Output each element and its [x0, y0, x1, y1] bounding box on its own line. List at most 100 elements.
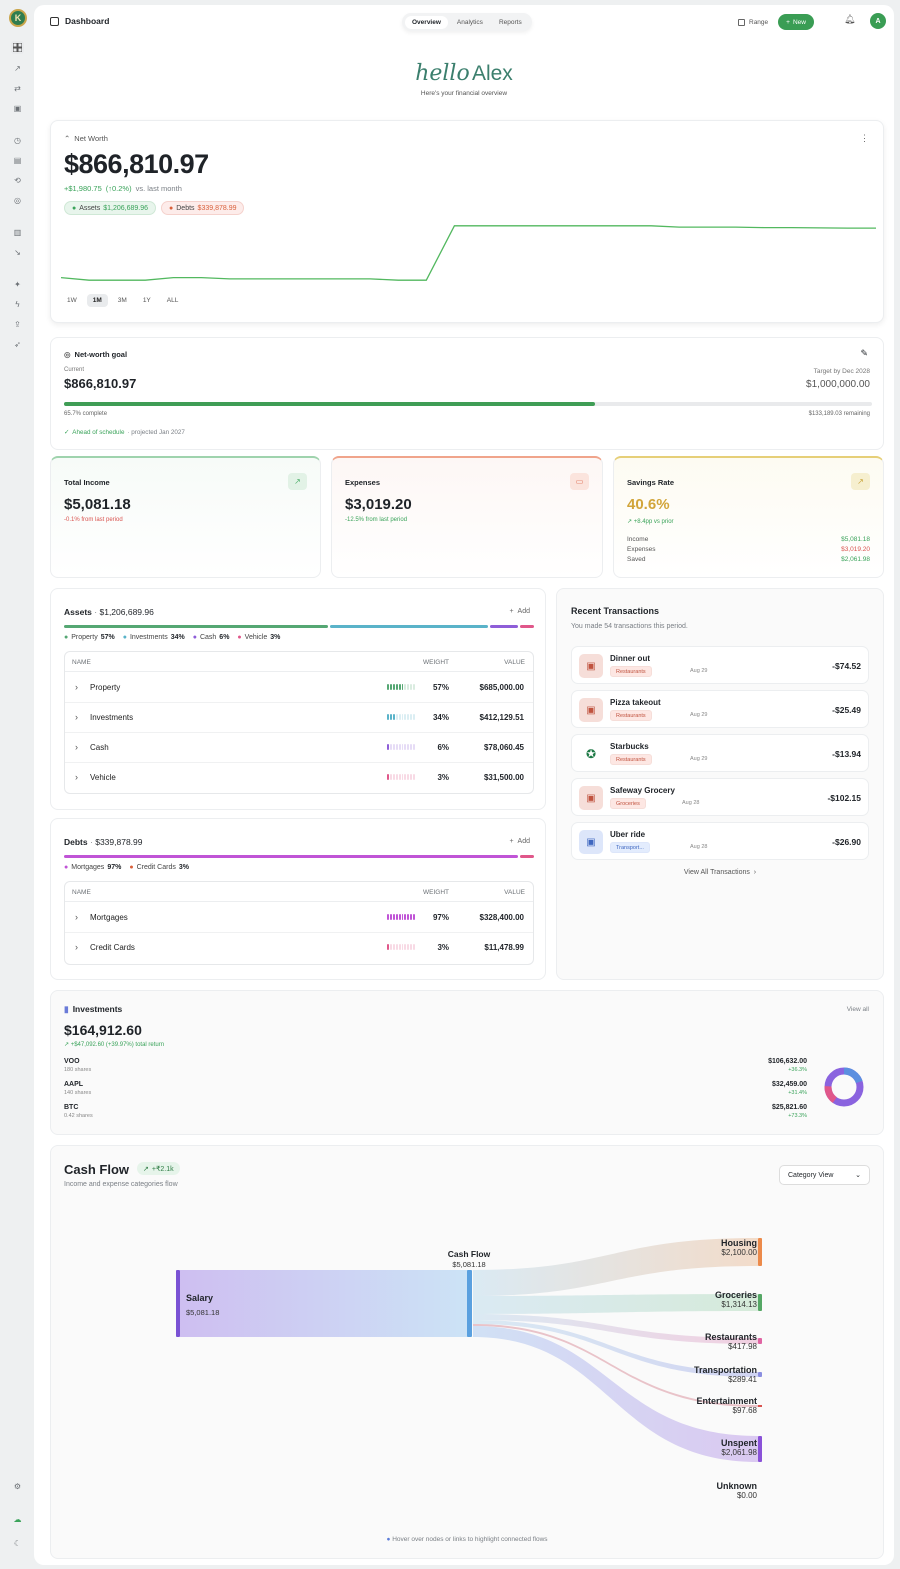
tab-analytics[interactable]: Analytics	[456, 18, 483, 26]
node-groceries[interactable]	[758, 1294, 762, 1311]
table-row[interactable]: › Investments 34% $412,129.51	[65, 703, 533, 733]
range-all[interactable]: ALL	[166, 297, 179, 304]
debts-header: Debts · $339,878.99	[64, 837, 143, 847]
range-button[interactable]: Range	[732, 18, 774, 26]
transaction-item[interactable]: ▣ Dinner out Restaurants Aug 29 -$74.52	[571, 646, 869, 684]
table-row[interactable]: › Credit Cards 3% $11,478.99	[65, 933, 533, 963]
link-housing[interactable]	[473, 1238, 758, 1296]
goal-status-text: Ahead of schedule	[72, 429, 125, 436]
receipt-icon[interactable]: ▤	[13, 156, 22, 165]
transaction-name: Dinner out	[610, 654, 650, 663]
expenses-value: $3,019.20	[345, 496, 412, 513]
wallet-icon[interactable]: ▣	[13, 104, 22, 113]
weight-bar-tick	[398, 684, 401, 690]
assets-composition-bar	[64, 625, 534, 628]
change-amount: +$1,980.75	[64, 184, 102, 193]
weight-bar-tick	[410, 714, 413, 720]
node-housing[interactable]	[758, 1238, 762, 1266]
node-entertainment[interactable]	[758, 1405, 762, 1407]
node-transportation[interactable]	[758, 1372, 762, 1377]
repeat-icon[interactable]: ⟲	[14, 176, 21, 185]
sidebar: K ↗ ⇄ ▣ ◷ ▤ ⟲ ◎ ▥ ↘ ✦ ϟ ⇪ ➶ ⚙ ☁ ☾	[0, 0, 34, 1569]
assets-bar-segment-investments	[330, 625, 489, 628]
range-1y[interactable]: 1Y	[142, 297, 151, 304]
add-debt-button[interactable]: + Add	[509, 838, 530, 845]
net-worth-series-line[interactable]	[61, 225, 876, 281]
sparkle-icon[interactable]: ✦	[14, 280, 21, 289]
holding-value: $25,821.60	[771, 1104, 807, 1111]
range-1m[interactable]: 1M	[86, 294, 108, 307]
more-icon[interactable]: ⋮	[860, 133, 869, 143]
chevron-right-icon[interactable]: ›	[75, 912, 78, 922]
bell-icon[interactable]: 🔔︎	[844, 14, 856, 24]
link-unspent[interactable]	[473, 1326, 758, 1462]
transaction-item[interactable]: ▣ Pizza takeout Restaurants Aug 29 -$25.49	[571, 690, 869, 728]
link-salary-cashflow[interactable]	[180, 1270, 469, 1337]
node-cashflow[interactable]	[467, 1270, 472, 1337]
node-salary[interactable]	[176, 1270, 180, 1337]
moon-icon[interactable]: ☾	[13, 1539, 22, 1548]
node-restaurants[interactable]	[758, 1338, 762, 1344]
table-row[interactable]: › Mortgages 97% $328,400.00	[65, 903, 533, 933]
category-badge: Groceries	[610, 798, 646, 809]
new-button[interactable]: + New	[778, 14, 814, 30]
assets-badge-label: Assets	[79, 204, 101, 212]
bolt-icon[interactable]: ϟ	[15, 300, 20, 309]
link-groceries[interactable]	[473, 1294, 758, 1314]
cashflow-subtitle: Income and expense categories flow	[64, 1181, 178, 1188]
transaction-item[interactable]: ✪ Starbucks Restaurants Aug 29 -$13.94	[571, 734, 869, 772]
view-all-transactions[interactable]: View All Transactions ›	[683, 869, 757, 876]
net-worth-line-chart[interactable]	[61, 218, 876, 288]
table-row[interactable]: › Cash 6% $78,060.45	[65, 733, 533, 763]
chevron-right-icon[interactable]: ›	[75, 772, 78, 782]
transaction-amount: -$102.15	[827, 793, 861, 803]
upload-icon[interactable]: ⇪	[14, 320, 21, 329]
trend-icon[interactable]: ↗	[14, 64, 21, 73]
transaction-item[interactable]: ▣ Uber ride Transport... Aug 28 -$26.90	[571, 822, 869, 860]
chevron-right-icon[interactable]: ›	[75, 942, 78, 952]
sankey-diagram[interactable]	[51, 1146, 885, 1560]
trend-down-icon[interactable]: ↘	[14, 248, 21, 257]
transaction-name: Starbucks	[610, 742, 649, 751]
cloud-icon[interactable]: ☁	[13, 1515, 22, 1524]
dashboard-icon[interactable]	[11, 41, 24, 54]
category-view-select[interactable]: Category View ⌄	[779, 1165, 870, 1185]
settings-icon[interactable]: ⚙	[13, 1482, 22, 1491]
allocation-donut[interactable]	[823, 1066, 865, 1108]
weight-bar-tick	[401, 714, 404, 720]
app-logo[interactable]: K	[9, 9, 27, 27]
clock-icon[interactable]: ◷	[14, 136, 21, 145]
debts-badge-label: Debts	[176, 204, 195, 212]
link-transportation[interactable]	[473, 1320, 758, 1377]
chevron-up-icon[interactable]: ⌃	[64, 134, 71, 143]
add-asset-button[interactable]: + Add	[509, 608, 530, 615]
sidebar-toggle-icon[interactable]	[50, 16, 59, 26]
range-3m[interactable]: 3M	[117, 297, 127, 304]
tab-reports[interactable]: Reports	[498, 18, 522, 26]
range-1w[interactable]: 1W	[67, 297, 77, 304]
node-unspent[interactable]	[758, 1436, 762, 1462]
weight-bar-tick	[398, 944, 401, 950]
chevron-right-icon[interactable]: ›	[75, 712, 78, 722]
tab-overview[interactable]: Overview	[405, 15, 448, 29]
chevron-right-icon[interactable]: ›	[75, 682, 78, 692]
table-row[interactable]: › Property 57% $685,000.00	[65, 673, 533, 703]
investments-view-all[interactable]: View all	[846, 1006, 869, 1013]
bar-chart-icon[interactable]: ▥	[13, 228, 22, 237]
legend-label: Cash	[199, 634, 217, 641]
row-name: Property	[90, 683, 121, 692]
transaction-item[interactable]: ▣ Safeway Grocery Groceries Aug 28 -$102.15	[571, 778, 869, 816]
trend-up-icon: ↗	[143, 1165, 149, 1173]
avatar[interactable]: A	[870, 13, 886, 29]
weight-bar-tick	[392, 774, 395, 780]
target-icon[interactable]: ◎	[14, 196, 21, 205]
edit-icon[interactable]: ✎	[860, 348, 868, 358]
rocket-icon[interactable]: ➶	[14, 340, 21, 349]
link-restaurants[interactable]	[473, 1314, 758, 1344]
table-row[interactable]: › Vehicle 3% $31,500.00	[65, 763, 533, 793]
donut-segment-aapl[interactable]	[824, 1067, 864, 1107]
legend-dot-icon: ●	[64, 864, 69, 871]
donut-segment-btc[interactable]	[824, 1067, 864, 1107]
transfer-icon[interactable]: ⇄	[14, 84, 21, 93]
chevron-right-icon[interactable]: ›	[75, 742, 78, 752]
